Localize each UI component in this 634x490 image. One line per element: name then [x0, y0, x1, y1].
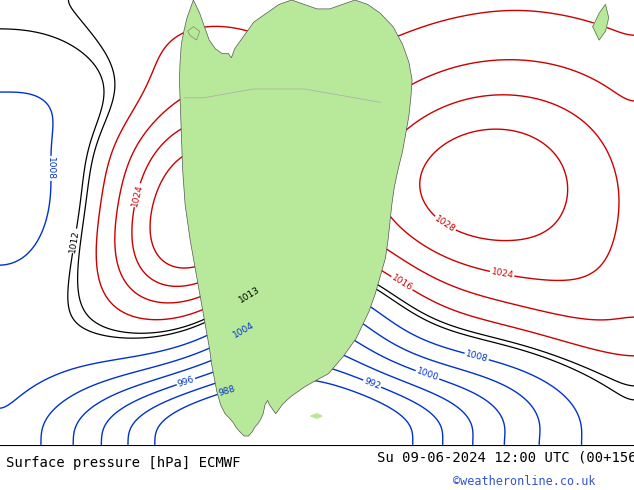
Text: 988: 988	[217, 385, 236, 398]
Text: 1024: 1024	[490, 268, 514, 280]
Text: 1004: 1004	[232, 320, 256, 340]
Text: 1008: 1008	[465, 349, 489, 364]
Text: 1016: 1016	[390, 273, 414, 293]
Text: 1028: 1028	[221, 233, 244, 256]
Text: 992: 992	[363, 376, 382, 391]
Text: 1020: 1020	[261, 240, 285, 262]
Text: 1028: 1028	[433, 214, 457, 234]
Text: Surface pressure [hPa] ECMWF: Surface pressure [hPa] ECMWF	[6, 456, 241, 470]
Polygon shape	[188, 26, 200, 40]
Text: 1008: 1008	[46, 157, 55, 180]
Text: ©weatheronline.co.uk: ©weatheronline.co.uk	[453, 475, 596, 489]
Text: 1000: 1000	[415, 367, 440, 383]
Polygon shape	[593, 4, 609, 40]
Text: 1024: 1024	[130, 183, 144, 207]
Text: Su 09-06-2024 12:00 UTC (00+156): Su 09-06-2024 12:00 UTC (00+156)	[377, 450, 634, 465]
Polygon shape	[179, 0, 412, 436]
Text: 1013: 1013	[237, 285, 261, 304]
Text: 1012: 1012	[68, 229, 81, 253]
Polygon shape	[311, 414, 322, 418]
Text: 996: 996	[176, 374, 195, 389]
